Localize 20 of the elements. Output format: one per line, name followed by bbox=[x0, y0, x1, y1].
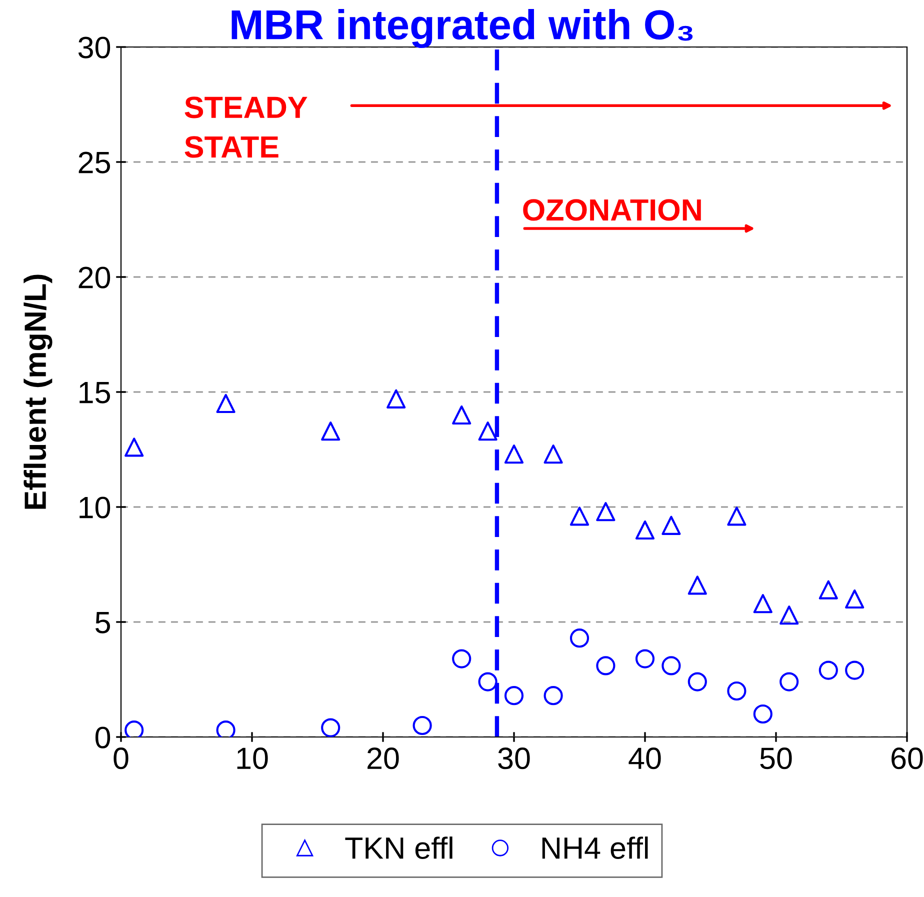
y-tick-label: 30 bbox=[78, 36, 110, 58]
x-tick-label: 0 bbox=[114, 748, 128, 770]
x-tick-label: 40 bbox=[628, 748, 661, 770]
x-tick-label: 30 bbox=[498, 748, 530, 770]
chart-title: MBR integrated with O₃ bbox=[232, 8, 693, 48]
legend-label: TKN effl bbox=[345, 836, 452, 859]
annotation: OZONATION bbox=[523, 199, 701, 221]
x-tick-label: 20 bbox=[368, 748, 399, 770]
y-tick-label: 0 bbox=[95, 726, 110, 748]
x-tick-label: 60 bbox=[892, 748, 923, 770]
y-tick-label: 20 bbox=[78, 266, 110, 288]
x-tick-label: 50 bbox=[760, 748, 792, 770]
y-tick-label: 25 bbox=[78, 152, 110, 174]
x-tick-label: 10 bbox=[237, 748, 268, 770]
y-tick-label: 10 bbox=[80, 496, 110, 518]
y-tick-label: 15 bbox=[80, 382, 110, 404]
y-tick-label: 5 bbox=[96, 612, 110, 634]
annotation: STEADY STATE bbox=[184, 96, 308, 158]
legend-label: NH4 effl bbox=[542, 836, 648, 859]
y-axis-title: Effluent (mgN/L) bbox=[24, 274, 52, 509]
